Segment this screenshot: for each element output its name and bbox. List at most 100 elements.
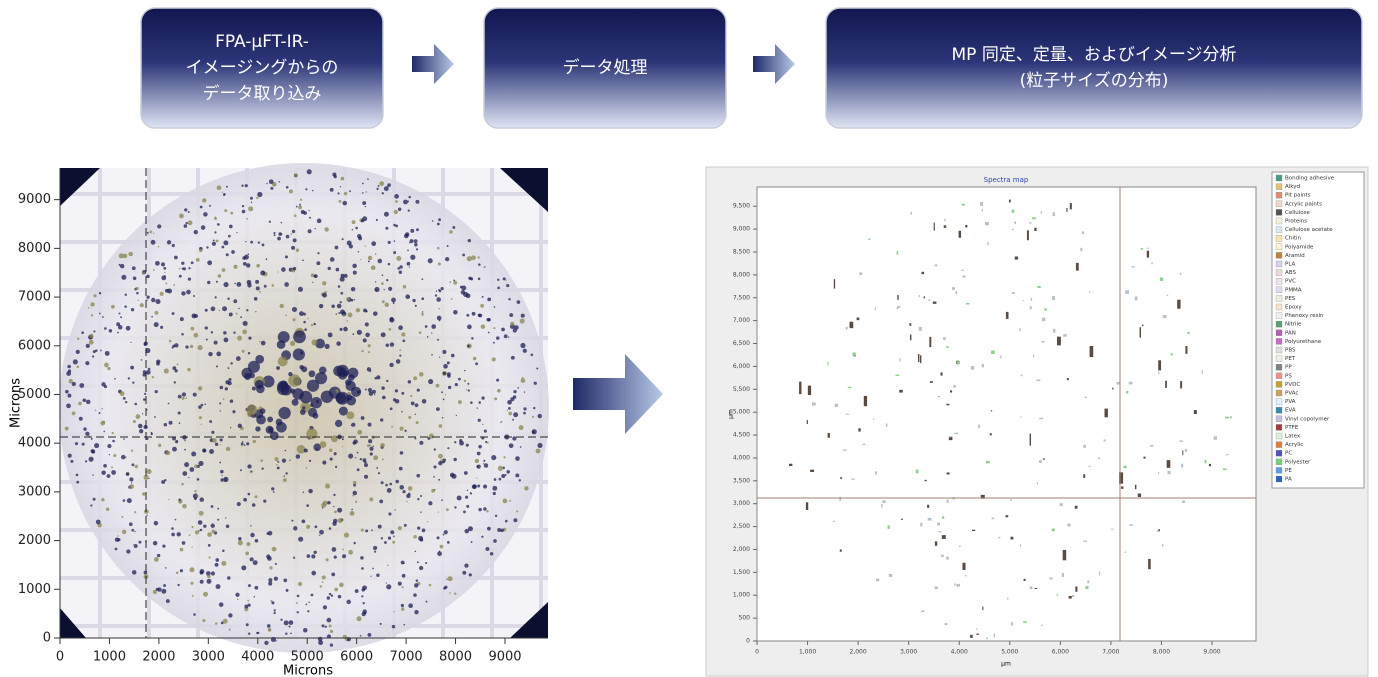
particle — [416, 248, 418, 250]
particle — [276, 464, 278, 466]
particle — [1157, 530, 1159, 531]
particle — [370, 576, 371, 577]
particle — [342, 438, 344, 440]
particle — [297, 611, 299, 613]
particle — [304, 448, 308, 452]
particle — [220, 470, 224, 474]
particle — [294, 214, 297, 217]
particle — [365, 388, 367, 390]
particle — [378, 185, 380, 187]
particle — [259, 291, 261, 293]
particle — [277, 237, 281, 241]
particle — [92, 474, 94, 476]
particle — [189, 467, 194, 472]
particle — [268, 531, 273, 536]
particle — [1089, 291, 1090, 292]
step-text: データ取り込み — [203, 83, 322, 104]
particle — [362, 183, 364, 185]
particle — [413, 376, 417, 380]
particle — [464, 370, 466, 372]
particle — [206, 339, 208, 341]
particle — [77, 338, 79, 340]
legend-swatch — [1276, 244, 1282, 250]
particle — [281, 267, 286, 272]
legend-swatch — [1276, 218, 1282, 224]
particle — [332, 521, 336, 525]
particle — [453, 458, 456, 461]
particle — [78, 402, 82, 406]
step-text: MP 同定、定量、およびイメージ分析 — [952, 45, 1237, 65]
particle — [395, 509, 396, 510]
particle — [303, 211, 307, 215]
legend-swatch — [1276, 390, 1282, 396]
particle — [789, 464, 792, 466]
particle — [497, 389, 501, 393]
particle — [1039, 460, 1042, 463]
particle — [198, 405, 202, 409]
legend-label: PVC — [1285, 279, 1296, 285]
particle — [888, 525, 890, 528]
particle — [846, 327, 848, 330]
particle — [475, 362, 478, 365]
particle — [482, 296, 484, 298]
particle — [358, 251, 360, 253]
particle — [382, 192, 384, 194]
particle — [362, 458, 366, 462]
particle — [198, 520, 203, 525]
particle — [1160, 277, 1163, 281]
particle — [520, 318, 525, 323]
particle — [432, 220, 434, 222]
particle — [302, 520, 306, 524]
particle — [506, 470, 509, 473]
particle — [410, 395, 412, 397]
particle — [395, 480, 399, 484]
particle — [1041, 211, 1042, 214]
particle — [91, 314, 93, 316]
particle — [312, 190, 313, 191]
step-text: イメージングからの — [186, 58, 339, 78]
particle — [333, 506, 334, 507]
particle — [268, 629, 270, 631]
particle — [396, 359, 401, 364]
particle — [478, 401, 481, 404]
particle — [171, 533, 175, 537]
particle — [325, 626, 327, 628]
particle — [182, 392, 186, 396]
particle — [483, 484, 487, 488]
y-tick-label: 3,000 — [733, 500, 750, 507]
legend-swatch — [1276, 364, 1282, 370]
particle — [248, 254, 250, 256]
particle — [986, 638, 988, 640]
particle — [1053, 329, 1055, 333]
particle — [1135, 296, 1138, 300]
particle — [484, 430, 487, 433]
particle — [223, 331, 226, 334]
particle — [226, 447, 230, 451]
particle — [982, 209, 983, 211]
particle — [532, 431, 535, 434]
particle — [342, 548, 344, 550]
particle — [83, 427, 86, 430]
particle — [1011, 537, 1014, 540]
particle — [346, 297, 350, 301]
particle — [126, 472, 129, 475]
particle — [477, 452, 481, 456]
x-tick-label: 2,000 — [850, 649, 867, 656]
particle — [331, 305, 335, 309]
particle — [322, 507, 324, 509]
particle — [453, 279, 455, 281]
particle — [380, 418, 383, 421]
particle — [283, 478, 287, 482]
particle — [438, 461, 442, 465]
particle — [223, 282, 228, 287]
particle — [827, 362, 828, 366]
particle — [509, 313, 513, 317]
particle — [102, 316, 104, 318]
particle — [390, 342, 394, 346]
particle — [221, 246, 224, 249]
particle — [163, 267, 166, 270]
particle — [463, 510, 466, 513]
particle — [261, 341, 266, 346]
particle — [285, 472, 287, 474]
particle — [799, 382, 801, 394]
